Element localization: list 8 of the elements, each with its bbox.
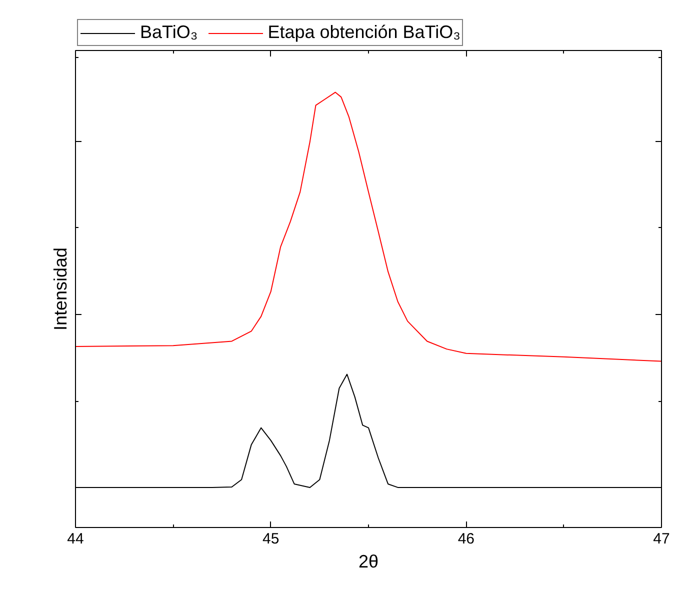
legend-label: BaTiO₃ (140, 22, 198, 43)
legend-label: Etapa obtención BaTiO₃ (268, 22, 460, 43)
x-tick-label: 47 (653, 530, 670, 548)
y-axis-title: Intensidad (50, 247, 70, 331)
x-tick-label: 45 (262, 530, 280, 548)
x-tick-label: 44 (67, 530, 84, 548)
x-tick-label: 46 (458, 530, 475, 548)
x-axis-title: 2θ (358, 552, 379, 572)
